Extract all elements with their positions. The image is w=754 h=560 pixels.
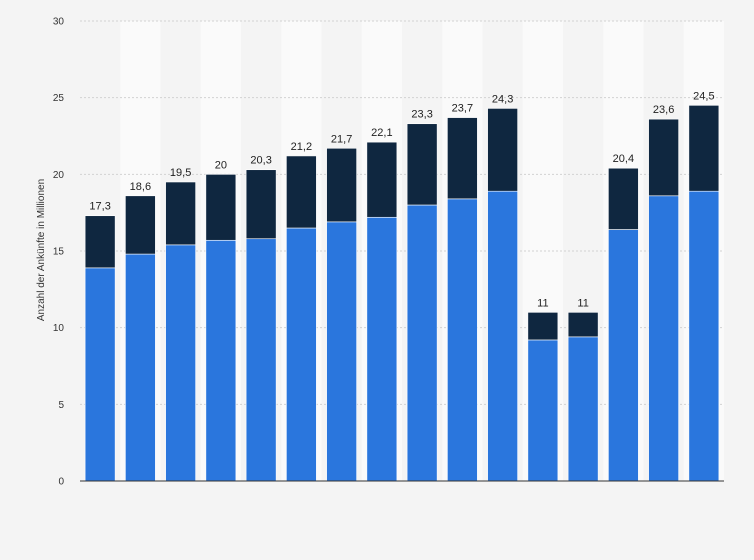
y-tick-label: 0	[58, 477, 64, 488]
data-label: 19,5	[170, 167, 191, 179]
bar-segment	[286, 227, 317, 482]
bars	[84, 105, 720, 482]
bar-segment	[326, 147, 357, 223]
data-label: 18,6	[130, 181, 151, 193]
bar-segment	[245, 238, 277, 482]
data-label: 24,3	[492, 93, 513, 105]
data-label: 23,7	[452, 103, 473, 115]
data-label: 20	[215, 159, 227, 171]
data-label: 20,4	[613, 153, 634, 165]
bar-segment	[165, 181, 196, 246]
bar-segment	[84, 267, 116, 482]
bar-segment	[245, 169, 277, 240]
bar-segment	[125, 195, 156, 255]
y-tick-label: 5	[58, 400, 64, 411]
bar-segment	[487, 108, 518, 192]
bar-segment	[406, 123, 438, 206]
data-label: 11	[577, 297, 588, 309]
data-label: 21,7	[331, 133, 352, 145]
data-label: 11	[537, 297, 548, 309]
bar-segment	[447, 198, 478, 482]
bar-segment	[567, 336, 599, 482]
y-tick-label: 15	[53, 247, 65, 258]
bar-segment	[688, 190, 720, 482]
bar-segment	[608, 167, 639, 230]
data-label: 21,2	[291, 141, 312, 153]
bar-segment	[648, 118, 679, 197]
bar-segment	[205, 174, 237, 241]
bar-segment	[165, 244, 196, 482]
bar-segment	[366, 216, 398, 482]
data-labels: 17,3 18,6 19,5 20 20,3 21,2 21,7 22,1 23,3 23,7 24…	[89, 90, 714, 309]
bar-segment	[567, 312, 599, 338]
bar-segment	[326, 221, 357, 482]
bar-segment	[286, 155, 317, 229]
y-axis-ticks: 0 5 10 15 20 25 30	[53, 17, 65, 488]
bar-segment	[125, 253, 156, 482]
data-label: 23,3	[411, 109, 432, 121]
y-tick-label: 30	[53, 17, 65, 28]
bar-segment	[366, 141, 398, 218]
data-label: 22,1	[371, 127, 392, 139]
data-label: 20,3	[250, 155, 271, 167]
bar-segment	[447, 117, 478, 200]
bar-segment	[487, 190, 518, 482]
y-axis-label: Anzahl der Ankünfte in Millionen	[36, 179, 47, 321]
y-tick-label: 25	[53, 93, 65, 104]
y-tick-label: 10	[53, 323, 65, 334]
bar-segment	[406, 204, 438, 482]
data-label: 17,3	[89, 201, 110, 213]
bar-segment	[608, 229, 639, 482]
bar-segment	[648, 195, 679, 482]
bar-segment	[527, 312, 559, 341]
bar-segment	[84, 215, 116, 269]
bar-segment	[688, 105, 720, 192]
bar-segment	[205, 239, 237, 482]
data-label: 23,6	[653, 104, 674, 116]
data-label: 24,5	[693, 90, 714, 102]
y-tick-label: 20	[53, 170, 65, 181]
bar-segment	[527, 339, 559, 482]
